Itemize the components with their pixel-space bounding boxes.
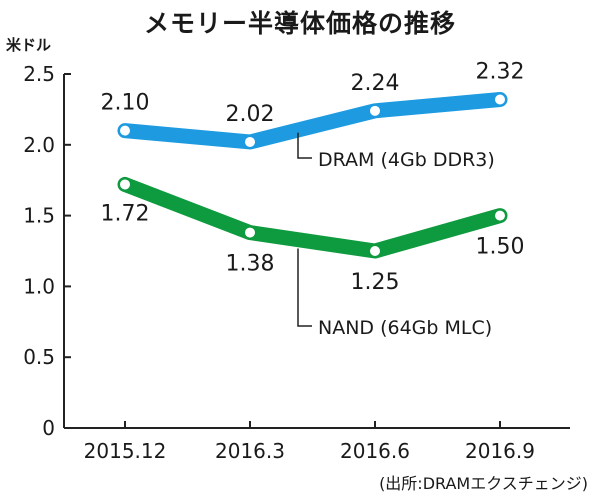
data-point [493, 208, 507, 223]
data-point [118, 123, 132, 138]
y-axis-unit-label: 米ドル [6, 36, 52, 54]
data-point [243, 134, 257, 149]
data-label: 1.38 [226, 252, 275, 277]
y-tick-label: 0 [42, 416, 55, 440]
x-tick-label: 2016.9 [465, 439, 535, 463]
y-tick-label: 0.5 [23, 345, 55, 369]
axes: 0 0.5 1.0 1.5 2.0 2.5 2015.12 2016.3 2016.6 2016.… [23, 62, 570, 463]
y-tick-label: 2.0 [23, 133, 55, 157]
series-name-label: NAND (64Gb MLC) [318, 317, 492, 339]
series-name-label: DRAM (4Gb DDR3) [318, 149, 495, 171]
series-line-nand [117, 176, 508, 259]
x-tick-label: 2015.12 [84, 439, 167, 463]
series-leader-line [297, 132, 312, 159]
y-tick-label: 1.5 [23, 204, 55, 228]
x-tick-label: 2016.6 [340, 439, 410, 463]
source-note: (出所:DRAMエクスチェンジ) [379, 474, 588, 493]
data-label: 1.25 [351, 270, 400, 295]
data-label: 2.02 [226, 102, 275, 127]
series-layer [117, 91, 508, 259]
series-leader-line [297, 248, 312, 327]
y-tick-label: 1.0 [23, 274, 55, 298]
data-point [243, 225, 257, 240]
data-label: 1.72 [101, 201, 150, 226]
y-tick-label: 2.5 [23, 62, 55, 86]
data-point [118, 177, 132, 192]
data-labels-layer: 2.10 2.02 2.24 2.32 DRAM (4Gb DDR3) 1.72 1.38 1… [101, 59, 525, 339]
data-label: 1.50 [476, 235, 525, 260]
data-point [368, 103, 382, 118]
data-point [368, 244, 382, 258]
data-label: 2.24 [351, 71, 400, 96]
data-label: 2.10 [101, 91, 150, 116]
data-point [493, 92, 507, 107]
data-label: 2.32 [476, 59, 525, 84]
series-line-dram [117, 91, 508, 150]
chart-title: メモリー半導体価格の推移 [143, 9, 456, 38]
x-tick-label: 2016.3 [215, 439, 285, 463]
